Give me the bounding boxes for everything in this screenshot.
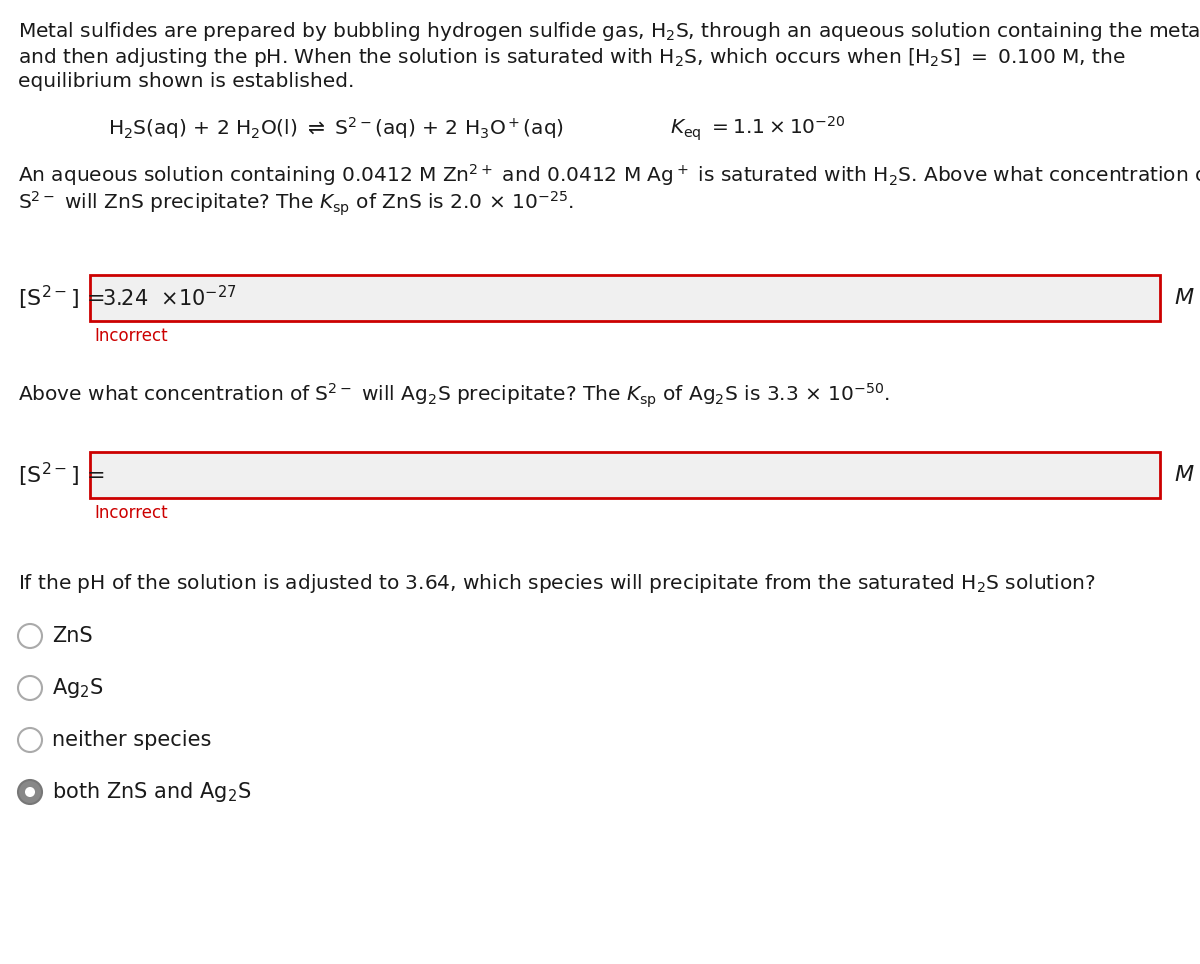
Text: $K_\mathrm{eq}$ $= 1.1 \times 10^{-20}$: $K_\mathrm{eq}$ $= 1.1 \times 10^{-20}$: [670, 115, 846, 144]
Text: H$_2$S(aq) + 2 H$_2$O(l) $\rightleftharpoons$ S$^{2-}$(aq) + 2 H$_3$O$^+$(aq): H$_2$S(aq) + 2 H$_2$O(l) $\rightleftharp…: [108, 115, 564, 141]
Circle shape: [18, 780, 42, 804]
Circle shape: [18, 728, 42, 752]
Text: M: M: [1174, 288, 1193, 308]
Text: Incorrect: Incorrect: [94, 504, 168, 522]
Text: An aqueous solution containing 0.0412 M Zn$^{2+}$ and 0.0412 M Ag$^+$ is saturat: An aqueous solution containing 0.0412 M …: [18, 162, 1200, 188]
Text: $[\mathrm{S}^{2-}]$ =: $[\mathrm{S}^{2-}]$ =: [18, 461, 104, 489]
Text: and then adjusting the pH. When the solution is saturated with H$_2$S, which occ: and then adjusting the pH. When the solu…: [18, 46, 1126, 69]
FancyBboxPatch shape: [90, 452, 1160, 498]
Circle shape: [18, 624, 42, 648]
Text: Ag$_2$S: Ag$_2$S: [52, 676, 103, 700]
Text: 3.24  $\times$10$^{-27}$: 3.24 $\times$10$^{-27}$: [102, 285, 236, 310]
Text: Above what concentration of S$^{2-}$ will Ag$_2$S precipitate? The $K_\mathrm{sp: Above what concentration of S$^{2-}$ wil…: [18, 382, 890, 411]
Text: neither species: neither species: [52, 730, 211, 750]
Text: M: M: [1174, 465, 1193, 485]
Text: both ZnS and Ag$_2$S: both ZnS and Ag$_2$S: [52, 780, 251, 804]
Text: ZnS: ZnS: [52, 626, 92, 646]
Text: equilibrium shown is established.: equilibrium shown is established.: [18, 72, 354, 91]
Text: Metal sulfides are prepared by bubbling hydrogen sulfide gas, H$_2$S, through an: Metal sulfides are prepared by bubbling …: [18, 20, 1200, 43]
Text: $[\mathrm{S}^{2-}]$ =: $[\mathrm{S}^{2-}]$ =: [18, 284, 104, 312]
Circle shape: [18, 676, 42, 700]
Text: If the pH of the solution is adjusted to 3.64, which species will precipitate fr: If the pH of the solution is adjusted to…: [18, 572, 1096, 595]
FancyBboxPatch shape: [90, 275, 1160, 321]
Text: S$^{2-}$ will ZnS precipitate? The $K_\mathrm{sp}$ of ZnS is 2.0 $\times$ 10$^{-: S$^{2-}$ will ZnS precipitate? The $K_\m…: [18, 190, 574, 219]
Text: Incorrect: Incorrect: [94, 327, 168, 345]
Circle shape: [25, 787, 35, 797]
